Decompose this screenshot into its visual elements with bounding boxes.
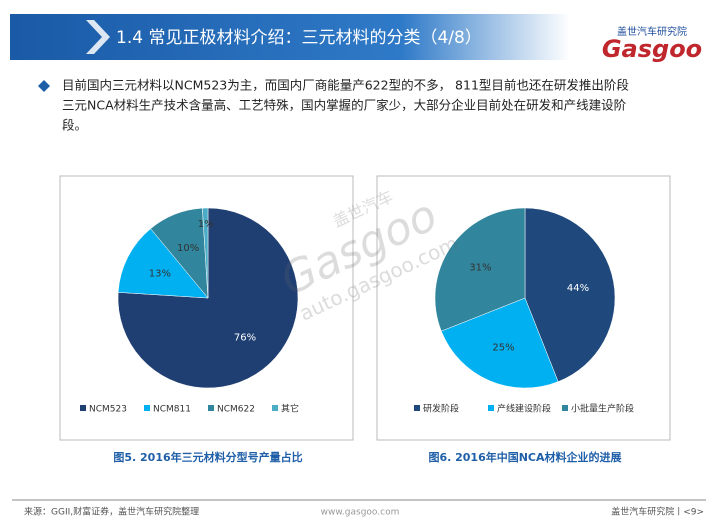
footer-source: 来源：GGII,财富证券，盖世汽车研究院整理	[24, 506, 199, 518]
data-label: 13%	[149, 268, 171, 279]
legend-label: NCM811	[153, 405, 191, 415]
legend-label: 研发阶段	[423, 403, 459, 415]
data-label: 25%	[492, 343, 514, 354]
pie-slice	[440, 297, 559, 389]
legend-label: NCM622	[217, 405, 255, 415]
pie-slice	[117, 228, 209, 299]
legend-swatch	[562, 405, 568, 411]
body-line: 段。	[62, 118, 87, 133]
legend-swatch	[80, 405, 86, 411]
pie-slice	[434, 207, 526, 332]
data-label: 10%	[177, 243, 199, 254]
pie-slice	[202, 207, 209, 299]
chart-caption: 图5. 2016年三元材料分型号产量占比	[113, 450, 302, 464]
data-label: 1%	[198, 219, 214, 230]
data-label: 76%	[234, 332, 256, 343]
body-line: 三元NCA材料生产技术含量高、工艺特殊，国内掌握的厂家少，大部分企业目前处在研发…	[62, 98, 627, 113]
legend-swatch	[272, 405, 278, 411]
header-chevron	[86, 20, 110, 54]
bullet	[38, 80, 50, 92]
legend-label: 其它	[281, 403, 299, 415]
logo-brand: Gasgoo	[602, 35, 702, 63]
body-line: 目前国内三元材料以NCM523为主，而国内厂商能量产622型的不多， 811型目…	[62, 78, 629, 93]
legend-swatch	[208, 405, 214, 411]
legend-label: 小批量生产阶段	[571, 403, 634, 415]
footer-page: 盖世汽车研究院丨<9>	[611, 506, 704, 518]
legend-swatch	[414, 405, 420, 411]
legend-label: 产线建设阶段	[497, 403, 551, 415]
pie-slice	[524, 207, 616, 383]
footer-site: www.gasgoo.com	[321, 508, 400, 518]
legend-swatch	[144, 405, 150, 411]
data-label: 44%	[567, 283, 589, 294]
logo-sub: 盖世汽车研究院	[617, 25, 687, 38]
legend-swatch	[488, 405, 494, 411]
header-title: 1.4 常见正极材料介绍：三元材料的分类（4/8）	[116, 28, 482, 48]
data-label: 31%	[469, 263, 491, 274]
legend-label: NCM523	[89, 405, 127, 415]
chart-caption: 图6. 2016年中国NCA材料企业的进展	[428, 450, 622, 464]
